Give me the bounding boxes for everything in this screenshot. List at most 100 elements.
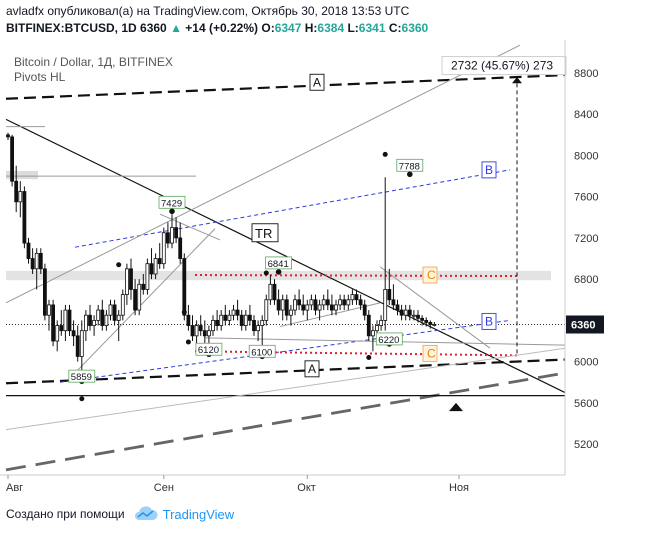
candle-body bbox=[161, 232, 166, 265]
candle-body bbox=[96, 309, 101, 321]
pivot-label: 6220 bbox=[378, 335, 399, 346]
candle-body bbox=[231, 309, 236, 316]
up-triangle-marker bbox=[449, 402, 463, 412]
candle-body bbox=[100, 309, 105, 326]
candle-body bbox=[215, 319, 220, 326]
time-tick-label: Сен bbox=[154, 482, 174, 494]
candle-body bbox=[59, 325, 64, 332]
candle-body bbox=[112, 304, 117, 321]
candle-body bbox=[243, 314, 248, 326]
candle-body bbox=[14, 180, 19, 203]
price-tick-label: 8400 bbox=[574, 109, 598, 121]
candle-body bbox=[403, 309, 408, 316]
candle-body bbox=[75, 335, 80, 357]
candle-body bbox=[288, 309, 293, 316]
candle-body bbox=[268, 283, 273, 301]
channel-b-upper bbox=[74, 169, 511, 248]
pivot-label: 5859 bbox=[71, 372, 92, 383]
l-value: 6341 bbox=[358, 21, 386, 35]
label-c-lower-box bbox=[422, 344, 438, 362]
candle-body bbox=[157, 258, 162, 265]
label-b-upper: B bbox=[485, 163, 493, 177]
o-label: O: bbox=[261, 21, 275, 35]
measure-label: 2732 (45.67%) 273 bbox=[451, 59, 553, 73]
candle-body bbox=[55, 325, 60, 342]
candle-body bbox=[424, 319, 429, 323]
publish-line: avladfx опубликовал(а) на TradingView.co… bbox=[6, 4, 410, 18]
pivot-label-box bbox=[265, 256, 293, 270]
candle-body bbox=[227, 314, 232, 321]
time-tick-label: Авг bbox=[6, 482, 23, 494]
label-b-lower-box bbox=[481, 312, 497, 330]
up-arrow-icon: ▲ bbox=[170, 21, 182, 35]
candle-body bbox=[30, 258, 35, 270]
candle-body bbox=[338, 299, 343, 306]
time-tick-label: Окт bbox=[297, 482, 316, 494]
price-tick-label: 8800 bbox=[574, 68, 598, 80]
pivot-label-box bbox=[195, 342, 223, 356]
measure-arrow bbox=[512, 77, 522, 84]
pivot-dot bbox=[407, 171, 413, 178]
label-c-upper: C bbox=[427, 268, 436, 282]
publish-info: avladfx опубликовал(а) на TradingView.co… bbox=[6, 4, 409, 18]
candle-body bbox=[84, 314, 88, 332]
candle-body bbox=[6, 134, 10, 138]
cloud-icon bbox=[134, 506, 158, 520]
candle-body bbox=[416, 314, 420, 319]
candle-body bbox=[350, 294, 355, 301]
candle-body bbox=[43, 268, 47, 316]
footer: Создано при помощи TradingView bbox=[6, 506, 234, 522]
candle-body bbox=[309, 299, 314, 306]
pivot-label: 6120 bbox=[198, 345, 219, 356]
candle-body bbox=[235, 309, 240, 316]
pivot-label-box bbox=[375, 332, 403, 346]
candle-body bbox=[354, 294, 359, 301]
left-zone bbox=[6, 170, 38, 180]
candle-body bbox=[202, 330, 207, 337]
candle-body bbox=[420, 317, 425, 321]
c-value: 6360 bbox=[401, 21, 429, 35]
pivot-label: 6100 bbox=[251, 347, 272, 358]
candle-body bbox=[18, 191, 23, 203]
label-c-lower: C bbox=[427, 346, 436, 360]
candle-body bbox=[305, 304, 310, 311]
candle-body bbox=[198, 325, 203, 332]
candle-body bbox=[264, 299, 269, 321]
candle-body bbox=[120, 294, 125, 316]
price-chart[interactable]: 2732 (45.67%) 273 7429 6841 7788 5859 6120 610… bbox=[0, 40, 660, 500]
candle-body bbox=[108, 304, 113, 316]
tradingview-logo[interactable]: TradingView bbox=[133, 506, 234, 522]
candle-body bbox=[141, 283, 146, 290]
candle-body bbox=[317, 304, 322, 311]
candle-body bbox=[325, 299, 330, 306]
candle-body bbox=[375, 325, 379, 332]
candle-body bbox=[284, 299, 289, 316]
candle-body bbox=[116, 314, 121, 321]
candle-body bbox=[26, 242, 31, 259]
last-price-badge bbox=[566, 315, 604, 334]
candle-body bbox=[334, 304, 338, 311]
legend-indicator: Pivots HL bbox=[14, 70, 66, 84]
o-value: 6347 bbox=[274, 21, 302, 35]
candle-body bbox=[10, 136, 15, 182]
label-c-upper-box bbox=[422, 266, 438, 284]
pivot-dot bbox=[263, 270, 269, 276]
candle-body bbox=[399, 309, 404, 316]
gray-fan-4 bbox=[5, 347, 566, 431]
channel-a-upper bbox=[5, 73, 566, 100]
price-tick-label: 7200 bbox=[574, 233, 598, 245]
candle-body bbox=[387, 289, 392, 301]
pivot-dot bbox=[116, 262, 122, 268]
l-label: L: bbox=[347, 21, 359, 35]
candle-body bbox=[149, 263, 154, 275]
channel-c-lower bbox=[194, 350, 521, 357]
candle-body bbox=[428, 322, 433, 325]
candle-body bbox=[71, 330, 76, 337]
label-tr-box bbox=[251, 223, 279, 243]
label-b-upper-box bbox=[481, 161, 497, 179]
candle-body bbox=[165, 232, 170, 244]
candle-body bbox=[174, 227, 179, 239]
candle-body bbox=[407, 309, 412, 316]
candle-body bbox=[293, 299, 297, 311]
candle-body bbox=[256, 325, 261, 332]
